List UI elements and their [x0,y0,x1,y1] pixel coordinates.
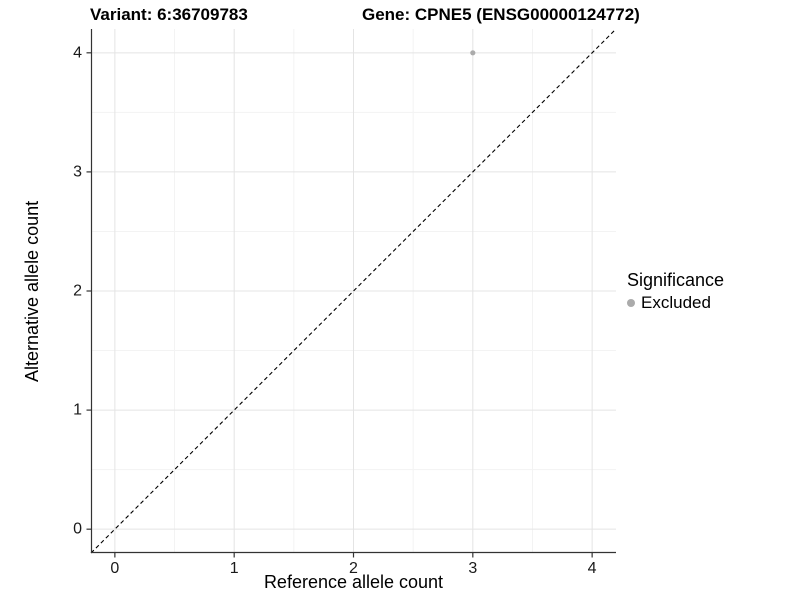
x-axis-title: Reference allele count [263,572,444,592]
svg-text:3: 3 [468,560,477,577]
plot-title-gene: Gene: CPNE5 (ENSG00000124772) [362,5,640,24]
plot-title-variant: Variant: 6:36709783 [90,5,248,24]
svg-text:4: 4 [73,44,82,61]
svg-text:2: 2 [73,283,82,300]
legend-item-label: Excluded [641,293,711,312]
y-axis-title: Alternative allele count [22,200,42,382]
legend-item-excluded: Excluded [627,293,724,313]
legend-point-icon [627,299,635,307]
plot-panel: 0 1 2 3 4 0 1 2 3 4 [73,28,617,577]
data-point [470,50,476,56]
svg-text:4: 4 [588,560,597,577]
svg-text:1: 1 [73,402,82,419]
svg-text:3: 3 [73,163,82,180]
legend-title: Significance [627,270,725,290]
svg-text:2: 2 [349,560,358,577]
svg-text:1: 1 [230,560,239,577]
legend: Significance Excluded [627,270,724,313]
scatter-plot-canvas: 0 1 2 3 4 0 1 2 3 4 [73,28,617,577]
svg-text:0: 0 [73,521,82,538]
svg-text:0: 0 [110,560,119,577]
